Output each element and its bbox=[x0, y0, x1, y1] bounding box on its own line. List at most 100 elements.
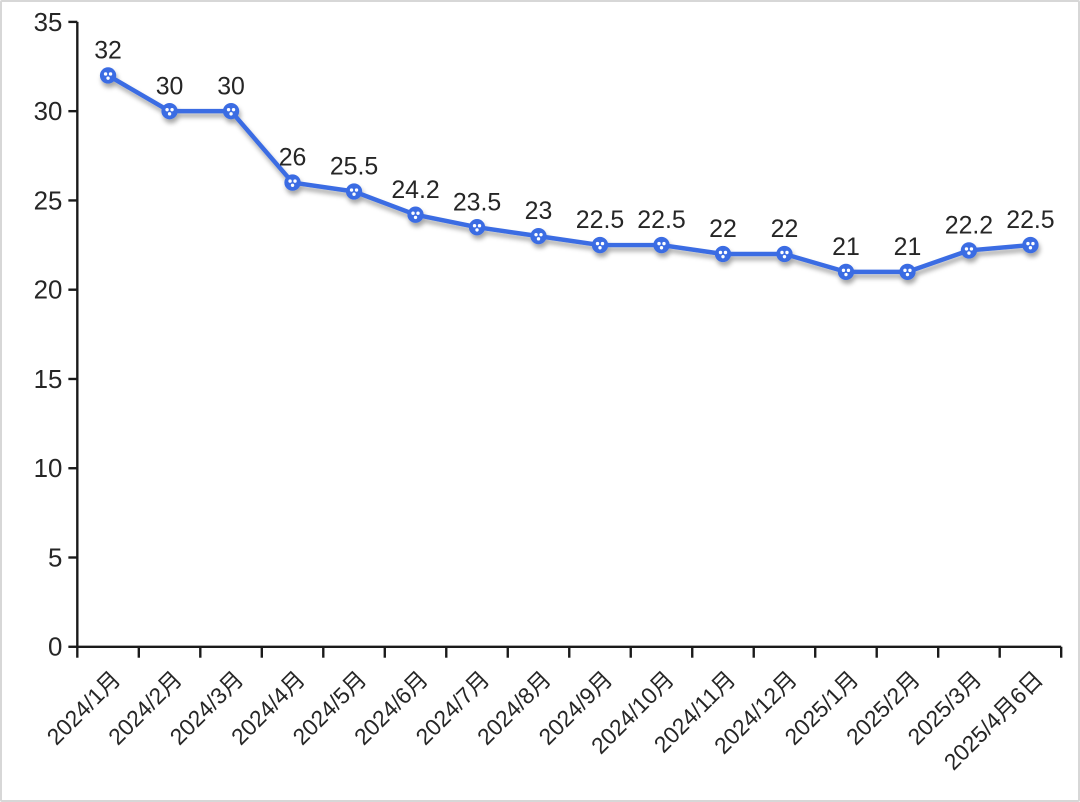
data-point-marker bbox=[407, 206, 424, 223]
y-axis-tick-label: 15 bbox=[34, 366, 63, 394]
marker-inner-dot bbox=[352, 192, 356, 196]
marker-inner-dot bbox=[657, 241, 661, 246]
marker-circle bbox=[345, 183, 363, 200]
marker-circle bbox=[99, 67, 117, 84]
data-point-marker bbox=[99, 67, 117, 84]
marker-inner-dot bbox=[598, 246, 602, 250]
marker-inner-dot bbox=[1028, 246, 1033, 250]
marker-circle bbox=[960, 242, 978, 259]
data-point-marker bbox=[653, 236, 670, 254]
data-label: 23.5 bbox=[453, 188, 501, 216]
marker-inner-dot bbox=[780, 250, 784, 255]
marker-inner-dot bbox=[846, 268, 851, 273]
marker-circle bbox=[591, 236, 609, 254]
data-label: 30 bbox=[217, 72, 245, 100]
data-point-marker bbox=[468, 219, 486, 236]
y-axis-tick-label: 30 bbox=[34, 98, 63, 126]
marker-inner-dot bbox=[167, 112, 172, 116]
data-label: 26 bbox=[279, 144, 307, 172]
y-axis-tick-label: 35 bbox=[34, 9, 63, 37]
marker-inner-dot bbox=[785, 250, 789, 255]
data-label: 22.2 bbox=[945, 212, 993, 240]
marker-inner-dot bbox=[908, 268, 912, 273]
data-point-marker bbox=[714, 245, 732, 263]
marker-inner-dot bbox=[354, 188, 359, 192]
data-label: 24.2 bbox=[391, 176, 439, 204]
data-label: 21 bbox=[894, 233, 922, 261]
data-point-marker bbox=[345, 183, 363, 200]
marker-inner-dot bbox=[229, 112, 233, 116]
marker-inner-dot bbox=[600, 241, 605, 246]
data-label: 32 bbox=[94, 37, 122, 65]
marker-inner-dot bbox=[106, 76, 110, 80]
data-label: 22 bbox=[709, 215, 737, 243]
data-label: 22 bbox=[771, 215, 799, 243]
marker-inner-dot bbox=[967, 251, 971, 255]
y-axis-tick-label: 0 bbox=[48, 634, 62, 662]
data-point-marker bbox=[1022, 236, 1039, 254]
marker-inner-dot bbox=[536, 237, 541, 241]
marker-inner-dot bbox=[1026, 241, 1030, 246]
marker-inner-dot bbox=[723, 250, 728, 255]
marker-circle bbox=[714, 245, 732, 263]
series-line bbox=[105, 73, 1033, 275]
marker-inner-dot bbox=[662, 241, 666, 246]
marker-inner-dot bbox=[721, 254, 725, 259]
marker-inner-dot bbox=[413, 215, 418, 220]
marker-circle bbox=[468, 219, 486, 236]
marker-inner-dot bbox=[903, 268, 907, 273]
marker-inner-dot bbox=[290, 183, 295, 187]
marker-inner-dot bbox=[659, 246, 664, 250]
data-label: 22.5 bbox=[637, 206, 685, 234]
marker-inner-dot bbox=[782, 254, 787, 259]
marker-inner-dot bbox=[718, 250, 723, 255]
marker-circle bbox=[653, 236, 670, 254]
marker-inner-dot bbox=[288, 179, 292, 183]
data-point-marker bbox=[530, 227, 547, 245]
data-point-marker bbox=[899, 263, 916, 281]
marker-circle bbox=[1022, 236, 1039, 254]
marker-inner-dot bbox=[475, 228, 479, 232]
marker-inner-dot bbox=[411, 211, 415, 215]
data-point-marker bbox=[837, 263, 855, 281]
marker-inner-dot bbox=[534, 232, 538, 237]
marker-inner-dot bbox=[905, 272, 910, 277]
data-label: 21 bbox=[832, 233, 860, 261]
marker-inner-dot bbox=[841, 268, 846, 273]
marker-circle bbox=[530, 227, 547, 245]
marker-inner-dot bbox=[1031, 241, 1035, 246]
marker-inner-dot bbox=[969, 247, 974, 251]
y-axis-tick-label: 10 bbox=[34, 455, 63, 483]
marker-circle bbox=[899, 263, 916, 281]
marker-inner-dot bbox=[539, 232, 543, 237]
marker-inner-dot bbox=[964, 247, 969, 251]
marker-inner-dot bbox=[416, 211, 420, 215]
marker-inner-dot bbox=[349, 188, 354, 192]
plot-area: 051015202530352024/1月2024/2月2024/3月2024/… bbox=[34, 9, 1063, 775]
y-axis-tick-label: 25 bbox=[34, 187, 63, 215]
data-point-marker bbox=[591, 236, 609, 254]
y-axis-tick-label: 5 bbox=[48, 544, 62, 572]
data-point-marker bbox=[161, 103, 178, 120]
marker-circle bbox=[837, 263, 855, 281]
data-label: 30 bbox=[156, 72, 184, 100]
marker-circle bbox=[407, 206, 424, 223]
data-point-marker bbox=[284, 174, 301, 191]
marker-inner-dot bbox=[472, 224, 477, 228]
data-point-marker bbox=[960, 242, 978, 259]
data-label: 22.5 bbox=[576, 206, 624, 234]
marker-circle bbox=[161, 103, 178, 120]
marker-inner-dot bbox=[293, 179, 297, 183]
marker-inner-dot bbox=[595, 241, 600, 246]
marker-inner-dot bbox=[844, 272, 848, 277]
data-point-marker bbox=[776, 245, 793, 263]
data-label: 22.5 bbox=[1006, 206, 1054, 234]
marker-inner-dot bbox=[165, 107, 169, 112]
y-axis-tick-label: 20 bbox=[34, 277, 63, 305]
marker-inner-dot bbox=[231, 107, 236, 112]
data-label: 25.5 bbox=[330, 153, 378, 181]
marker-circle bbox=[222, 103, 240, 120]
marker-inner-dot bbox=[477, 224, 482, 228]
marker-inner-dot bbox=[170, 107, 174, 112]
